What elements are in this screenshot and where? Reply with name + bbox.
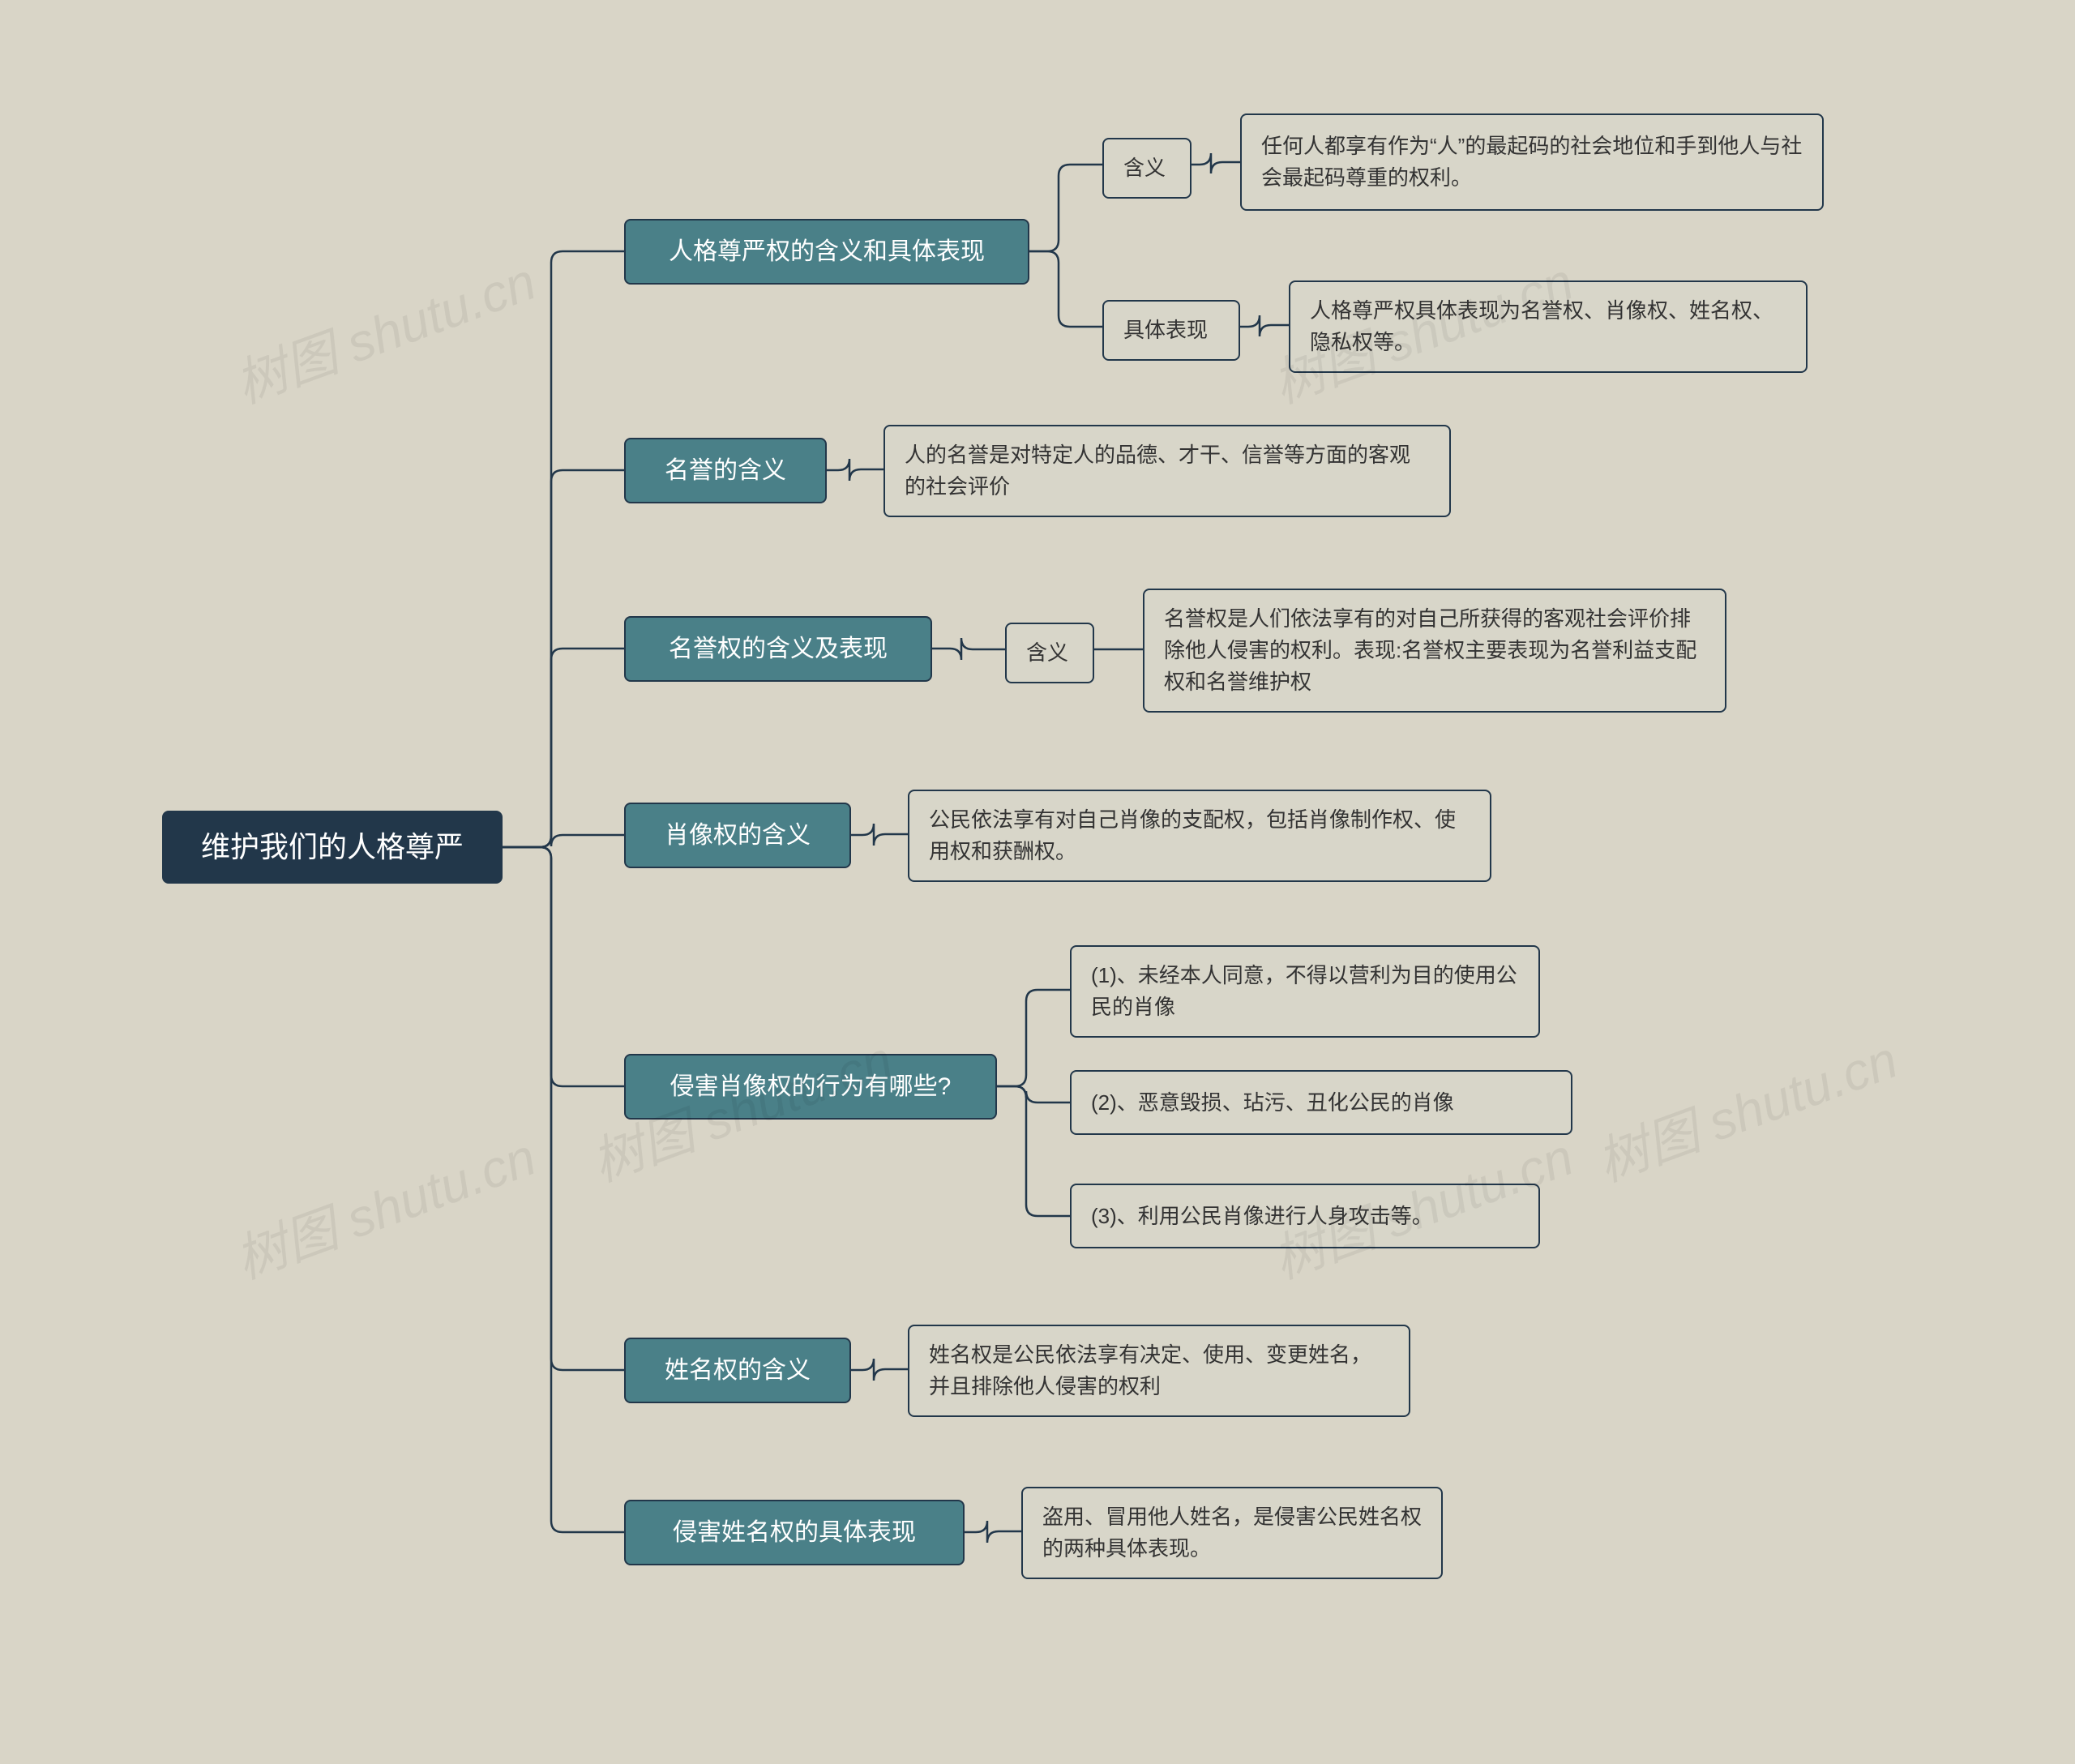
watermark-text: 树图 shutu.cn: [224, 1115, 545, 1293]
leaf-node: 公民依法享有对自己肖像的支配权，包括肖像制作权、使用权和获酬权。: [908, 790, 1491, 882]
watermark-text: 树图 shutu.cn: [224, 240, 545, 417]
leaf-node: 人的名誉是对特定人的品德、才干、信誉等方面的客观的社会评价: [883, 425, 1451, 517]
leaf-node: 姓名权是公民依法享有决定、使用、变更姓名，并且排除他人侵害的权利: [908, 1325, 1410, 1417]
leaf-node: 任何人都享有作为“人”的最起码的社会地位和手到他人与社会最起码尊重的权利。: [1240, 113, 1824, 211]
leaf-node: (2)、恶意毁损、玷污、丑化公民的肖像: [1070, 1070, 1572, 1135]
branch-node: 人格尊严权的含义和具体表现: [624, 219, 1029, 285]
leaf-node: 具体表现: [1102, 300, 1240, 361]
branch-node: 侵害肖像权的行为有哪些?: [624, 1054, 997, 1120]
mindmap-canvas: 维护我们的人格尊严人格尊严权的含义和具体表现含义任何人都享有作为“人”的最起码的…: [0, 0, 2075, 1764]
leaf-node: (1)、未经本人同意，不得以营利为目的使用公民的肖像: [1070, 945, 1540, 1038]
leaf-node: (3)、利用公民肖像进行人身攻击等。: [1070, 1184, 1540, 1248]
leaf-node: 名誉权是人们依法享有的对自己所获得的客观社会评价排除他人侵害的权利。表现:名誉权…: [1143, 589, 1726, 713]
leaf-node: 含义: [1102, 138, 1192, 199]
branch-node: 名誉权的含义及表现: [624, 616, 932, 682]
watermark-text: 树图 shutu.cn: [1585, 1018, 1906, 1196]
leaf-node: 人格尊严权具体表现为名誉权、肖像权、姓名权、隐私权等。: [1289, 280, 1808, 373]
leaf-node: 盗用、冒用他人姓名，是侵害公民姓名权的两种具体表现。: [1021, 1487, 1443, 1579]
branch-node: 侵害姓名权的具体表现: [624, 1500, 965, 1565]
branch-node: 肖像权的含义: [624, 803, 851, 868]
branch-node: 名誉的含义: [624, 438, 827, 503]
leaf-node: 含义: [1005, 623, 1094, 683]
branch-node: 姓名权的含义: [624, 1338, 851, 1403]
root-node: 维护我们的人格尊严: [162, 811, 503, 884]
